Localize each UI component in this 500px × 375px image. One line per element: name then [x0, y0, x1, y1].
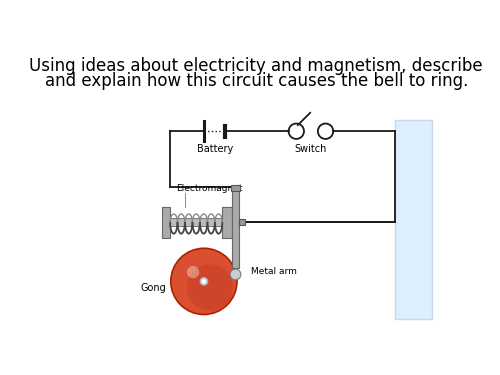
Circle shape [200, 278, 207, 285]
Text: and explain how this circuit causes the bell to ring.: and explain how this circuit causes the … [44, 72, 468, 90]
Text: Gong: Gong [140, 282, 166, 292]
Bar [231, 185, 240, 191]
Bar [238, 219, 244, 225]
Circle shape [187, 266, 200, 278]
Circle shape [230, 269, 241, 280]
Bar [232, 188, 238, 268]
Bar [395, 120, 432, 319]
Circle shape [202, 279, 206, 284]
Text: Using ideas about electricity and magnetism, describe: Using ideas about electricity and magnet… [30, 57, 483, 75]
Bar [222, 207, 232, 237]
Text: Battery: Battery [196, 144, 233, 154]
Circle shape [187, 264, 233, 311]
Text: Switch: Switch [294, 144, 327, 154]
Text: Electromagnet: Electromagnet [176, 184, 242, 193]
Text: Metal arm: Metal arm [251, 267, 296, 276]
Bar [162, 207, 170, 237]
Circle shape [171, 248, 237, 315]
Bar [166, 218, 228, 226]
